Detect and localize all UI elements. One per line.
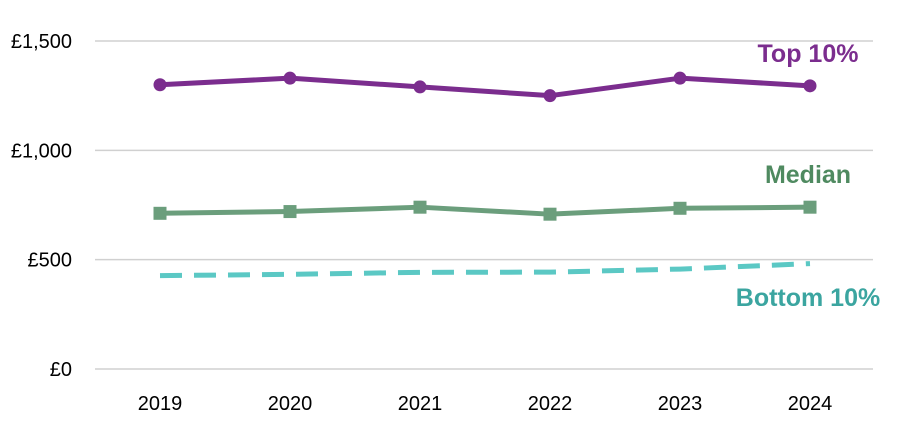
y-tick-label: £1,000: [11, 140, 72, 162]
series-label: Bottom 10%: [736, 284, 880, 312]
x-axis-tick-labels: 2019 2020 2021 2022 2023 2024: [138, 393, 833, 415]
data-point: [153, 78, 167, 92]
series-line-1: [159, 204, 811, 217]
data-point: [283, 71, 297, 85]
x-tick-label: 2023: [658, 393, 703, 415]
data-point: [153, 206, 167, 220]
series-label: Top 10%: [758, 40, 859, 68]
series-line-0: [159, 75, 811, 99]
data-point: [803, 200, 817, 214]
gridlines: [95, 40, 873, 370]
x-tick-label: 2024: [788, 393, 833, 415]
data-point: [673, 201, 687, 215]
data-point: [413, 200, 427, 214]
data-point: [673, 71, 687, 85]
x-tick-label: 2021: [398, 393, 443, 415]
x-tick-label: 2020: [268, 393, 313, 415]
series-line-2: [159, 261, 811, 279]
y-tick-label: £500: [28, 250, 73, 272]
series-lines: [159, 75, 811, 279]
x-tick-label: 2019: [138, 393, 183, 415]
data-point: [283, 205, 297, 219]
data-point: [803, 79, 817, 93]
y-tick-label: £1,500: [11, 31, 72, 53]
x-tick-label: 2022: [528, 393, 573, 415]
series-markers: [153, 71, 817, 221]
data-point: [543, 207, 557, 221]
series-labels: Top 10% Median Bottom 10%: [736, 40, 880, 312]
data-point: [413, 80, 427, 94]
data-point: [543, 89, 557, 103]
y-axis-tick-labels: £0 £500 £1,000 £1,500: [11, 31, 72, 381]
y-tick-label: £0: [50, 359, 72, 381]
series-label: Median: [765, 161, 851, 189]
